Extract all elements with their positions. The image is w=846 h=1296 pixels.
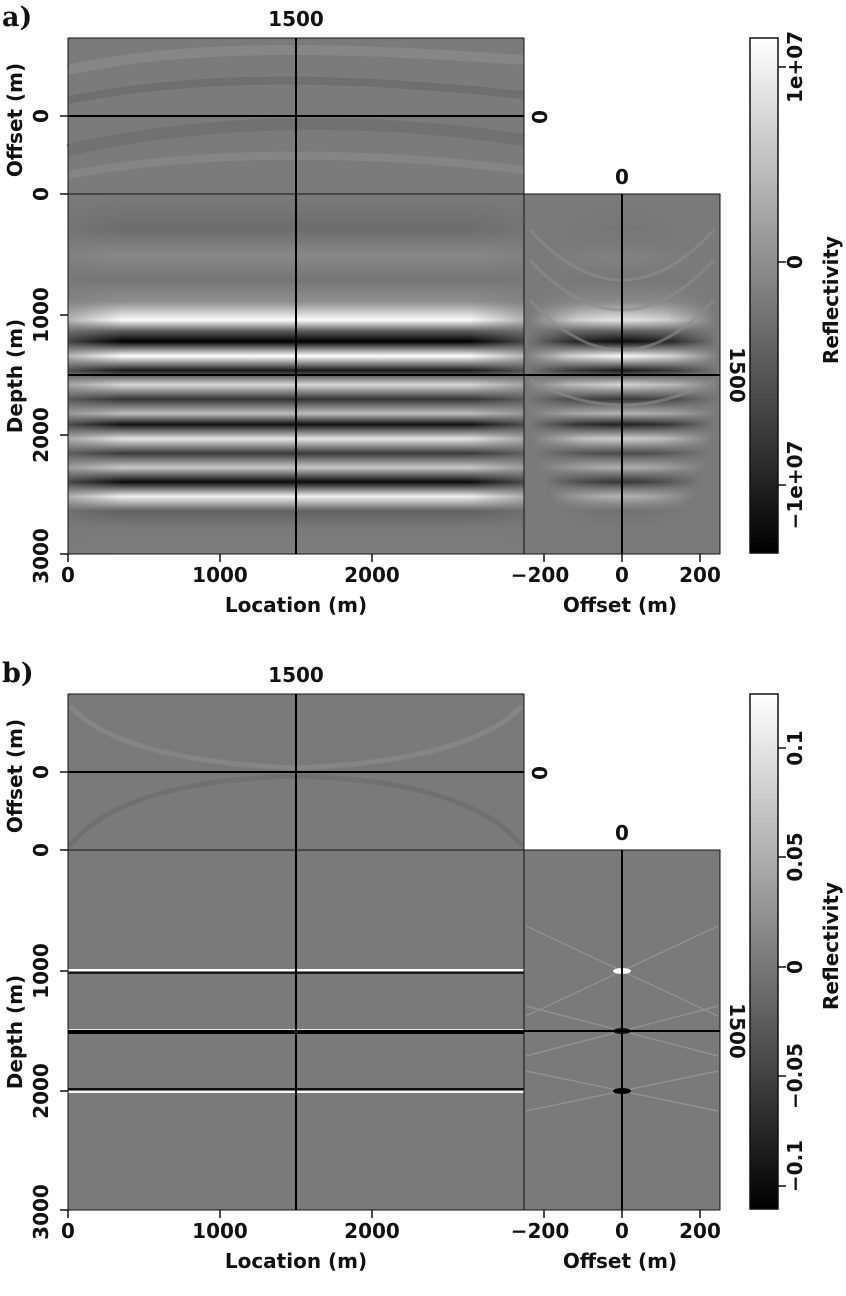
- colorbar-tick: 0.1: [783, 730, 807, 765]
- offset-tick: 0: [615, 1219, 629, 1243]
- colorbar-tick: 0.05: [783, 832, 807, 881]
- figure-a-svg: a) 1500 0 0 1500 0: [2, 2, 843, 617]
- colorbar-tick: −0.05: [783, 1043, 807, 1109]
- offset-tick: 200: [679, 1219, 721, 1243]
- colorbar-tick: −0.1: [783, 1140, 807, 1192]
- colorbar-tick: 1e+07: [783, 31, 807, 103]
- crosshair-lines: [68, 694, 720, 1210]
- depth-tick: 3000: [29, 528, 53, 584]
- offset-tick: 0: [615, 563, 629, 587]
- cross-offset-label: 0: [615, 821, 629, 845]
- colorbar-title: Reflectivity: [819, 236, 843, 364]
- offset-axis-title: Offset (m): [563, 1249, 677, 1273]
- cross-offset-top-label: 0: [527, 110, 551, 124]
- colorbar: 1e+07 0 −1e+07 Reflectivity: [749, 31, 843, 554]
- colorbar: 0.1 0.05 0 −0.05 −0.1 Reflectivity: [749, 693, 843, 1210]
- colorbar-title: Reflectivity: [819, 882, 843, 1010]
- depth-tick: 1000: [29, 943, 53, 999]
- offset-top-tick: 0: [29, 109, 53, 123]
- figure-b-svg: b): [2, 658, 843, 1273]
- location-tick: 0: [61, 1219, 75, 1243]
- offset-axis-title: Offset (m): [563, 593, 677, 617]
- cross-location-label: 1500: [268, 7, 324, 31]
- location-tick: 2000: [344, 563, 400, 587]
- figure-a: a) 1500 0 0 1500 0: [0, 0, 846, 640]
- offset-top-axis-title: Offset (m): [3, 63, 27, 177]
- cross-offset-label: 0: [615, 165, 629, 189]
- offset-tick: −200: [511, 563, 570, 587]
- offset-top-tick: 0: [29, 843, 53, 857]
- depth-tick: 2000: [29, 407, 53, 463]
- cross-offset-top-label: 0: [527, 766, 551, 780]
- panel-label: a): [2, 2, 32, 33]
- panel-label: b): [2, 658, 34, 689]
- offset-top-axis-title: Offset (m): [3, 719, 27, 833]
- offset-top-tick: 0: [29, 765, 53, 779]
- offset-top-tick: 0: [29, 187, 53, 201]
- depth-axis-title: Depth (m): [3, 319, 27, 433]
- cross-depth-label: 1500: [725, 1003, 749, 1059]
- depth-tick: 3000: [29, 1184, 53, 1240]
- cross-location-label: 1500: [268, 663, 324, 687]
- offset-tick: −200: [511, 1219, 570, 1243]
- location-axis-title: Location (m): [225, 1249, 367, 1273]
- location-tick: 2000: [344, 1219, 400, 1243]
- crosshair-lines: [68, 38, 720, 554]
- colorbar-tick: 0: [783, 960, 807, 974]
- cross-depth-label: 1500: [725, 347, 749, 403]
- colorbar-tick: −1e+07: [783, 441, 807, 530]
- location-tick: 0: [61, 563, 75, 587]
- colorbar-tick: 0: [783, 255, 807, 269]
- location-axis-title: Location (m): [225, 593, 367, 617]
- offset-tick: 200: [679, 563, 721, 587]
- figure-b: b): [0, 656, 846, 1296]
- depth-axis-title: Depth (m): [3, 975, 27, 1089]
- location-tick: 1000: [192, 1219, 248, 1243]
- location-tick: 1000: [192, 563, 248, 587]
- depth-tick: 2000: [29, 1063, 53, 1119]
- depth-tick: 1000: [29, 287, 53, 343]
